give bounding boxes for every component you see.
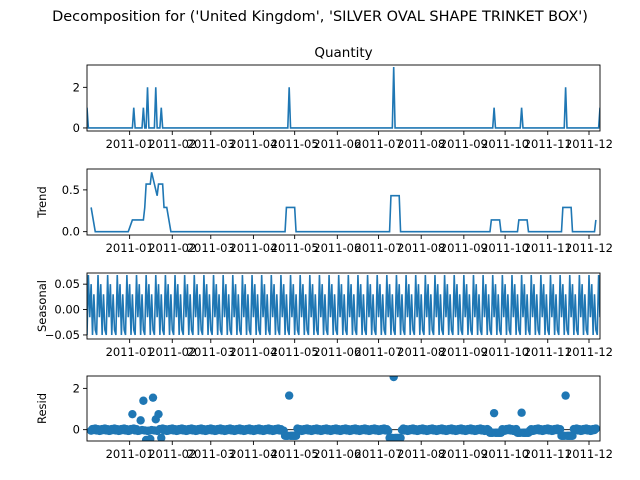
x-tick-label: 2011-10 bbox=[481, 137, 529, 151]
x-tick-label: 2011-11 bbox=[524, 241, 572, 255]
x-tick-label: 2011-12 bbox=[565, 137, 613, 151]
x-tick-label: 2011-03 bbox=[187, 241, 235, 255]
x-tick-label: 2011-06 bbox=[313, 345, 361, 359]
panel-4: 022011-012011-022011-032011-042011-05201… bbox=[35, 375, 613, 461]
x-tick-label: 2011-11 bbox=[524, 447, 572, 461]
x-tick-label: 2011-05 bbox=[271, 447, 319, 461]
x-tick-label: 2011-02 bbox=[148, 241, 196, 255]
x-tick-label: 2011-03 bbox=[187, 447, 235, 461]
x-tick-label: 2011-04 bbox=[229, 345, 277, 359]
resid-point bbox=[136, 416, 145, 425]
axes-frame bbox=[86, 64, 601, 132]
seasonal-line bbox=[87, 275, 600, 336]
resid-point bbox=[517, 408, 526, 417]
x-tick-label: 2011-12 bbox=[565, 345, 613, 359]
panel-marks bbox=[87, 275, 600, 336]
y-tick-label: 0 bbox=[73, 121, 80, 135]
x-tick-label: 2011-09 bbox=[440, 137, 488, 151]
y-axis-label: Trend bbox=[35, 186, 49, 218]
panel-3: −0.050.000.052011-012011-022011-032011-0… bbox=[35, 272, 613, 359]
resid-point bbox=[561, 391, 570, 400]
figure-title: Decomposition for ('United Kingdom', 'SI… bbox=[52, 9, 588, 25]
quantity-line bbox=[87, 67, 600, 129]
x-tick-label: 2011-02 bbox=[148, 345, 196, 359]
x-tick-label: 2011-07 bbox=[355, 137, 403, 151]
x-tick-label: 2011-09 bbox=[440, 241, 488, 255]
x-tick-label: 2011-07 bbox=[355, 447, 403, 461]
x-tick-label: 2011-04 bbox=[229, 137, 277, 151]
decomposition-panels: 022011-012011-022011-032011-042011-05201… bbox=[35, 45, 613, 461]
x-tick-label: 2011-02 bbox=[148, 137, 196, 151]
resid-point bbox=[396, 433, 405, 441]
y-tick-label: −0.05 bbox=[45, 328, 80, 342]
x-tick-label: 2011-09 bbox=[440, 345, 488, 359]
x-tick-label: 2011-07 bbox=[355, 241, 403, 255]
resid-point bbox=[157, 433, 166, 441]
y-tick-label: 0.0 bbox=[62, 225, 80, 239]
x-tick-label: 2011-11 bbox=[524, 137, 572, 151]
x-tick-label: 2011-04 bbox=[229, 241, 277, 255]
panel-title: Quantity bbox=[314, 45, 372, 61]
panel-marks bbox=[87, 376, 600, 441]
y-axis-label: Seasonal bbox=[35, 280, 49, 332]
axes-frame bbox=[86, 272, 601, 340]
panel-marks bbox=[87, 67, 600, 129]
x-tick-label: 2011-08 bbox=[397, 241, 445, 255]
x-tick-label: 2011-05 bbox=[271, 345, 319, 359]
x-tick-label: 2011-01 bbox=[106, 241, 154, 255]
x-tick-label: 2011-10 bbox=[481, 241, 529, 255]
y-tick-label: 0.5 bbox=[62, 183, 80, 197]
x-tick-label: 2011-01 bbox=[106, 345, 154, 359]
x-tick-label: 2011-08 bbox=[397, 345, 445, 359]
resid-point bbox=[489, 408, 499, 418]
x-tick-label: 2011-08 bbox=[397, 137, 445, 151]
x-tick-label: 2011-03 bbox=[187, 345, 235, 359]
y-tick-label: 2 bbox=[73, 80, 80, 94]
x-tick-label: 2011-11 bbox=[524, 345, 572, 359]
axes-frame bbox=[86, 375, 601, 442]
resid-point bbox=[284, 391, 294, 400]
x-tick-label: 2011-02 bbox=[148, 447, 196, 461]
resid-point bbox=[148, 393, 158, 402]
resid-point bbox=[139, 396, 148, 405]
x-tick-label: 2011-06 bbox=[313, 447, 361, 461]
x-tick-label: 2011-03 bbox=[187, 137, 235, 151]
axes-frame bbox=[86, 168, 601, 236]
x-tick-label: 2011-07 bbox=[355, 345, 403, 359]
x-tick-label: 2011-12 bbox=[565, 447, 613, 461]
panel-1: 022011-012011-022011-032011-042011-05201… bbox=[73, 45, 613, 151]
x-tick-label: 2011-05 bbox=[271, 137, 319, 151]
y-tick-label: 0.00 bbox=[54, 303, 80, 317]
x-tick-label: 2011-01 bbox=[106, 137, 154, 151]
x-tick-label: 2011-09 bbox=[440, 447, 488, 461]
resid-point bbox=[154, 409, 163, 419]
resid-point bbox=[383, 426, 393, 436]
y-tick-label: 0.05 bbox=[54, 277, 80, 291]
x-tick-label: 2011-08 bbox=[397, 447, 445, 461]
x-tick-label: 2011-01 bbox=[106, 447, 154, 461]
x-tick-label: 2011-06 bbox=[313, 241, 361, 255]
resid-point bbox=[555, 425, 565, 434]
y-tick-label: 2 bbox=[73, 381, 80, 395]
y-axis-label: Resid bbox=[35, 393, 49, 424]
x-tick-label: 2011-05 bbox=[271, 241, 319, 255]
resid-point bbox=[389, 376, 398, 382]
x-tick-label: 2011-04 bbox=[229, 447, 277, 461]
resid-point bbox=[591, 424, 600, 433]
y-tick-label: 0 bbox=[73, 423, 80, 437]
panel-marks bbox=[90, 172, 597, 233]
x-tick-label: 2011-06 bbox=[313, 137, 361, 151]
resid-point bbox=[146, 434, 155, 441]
x-tick-label: 2011-10 bbox=[481, 447, 529, 461]
x-tick-label: 2011-10 bbox=[481, 345, 529, 359]
resid-point bbox=[128, 409, 137, 419]
x-tick-label: 2011-12 bbox=[565, 241, 613, 255]
panel-2: 0.00.52011-012011-022011-032011-042011-0… bbox=[35, 168, 613, 255]
trend-line bbox=[90, 172, 597, 233]
